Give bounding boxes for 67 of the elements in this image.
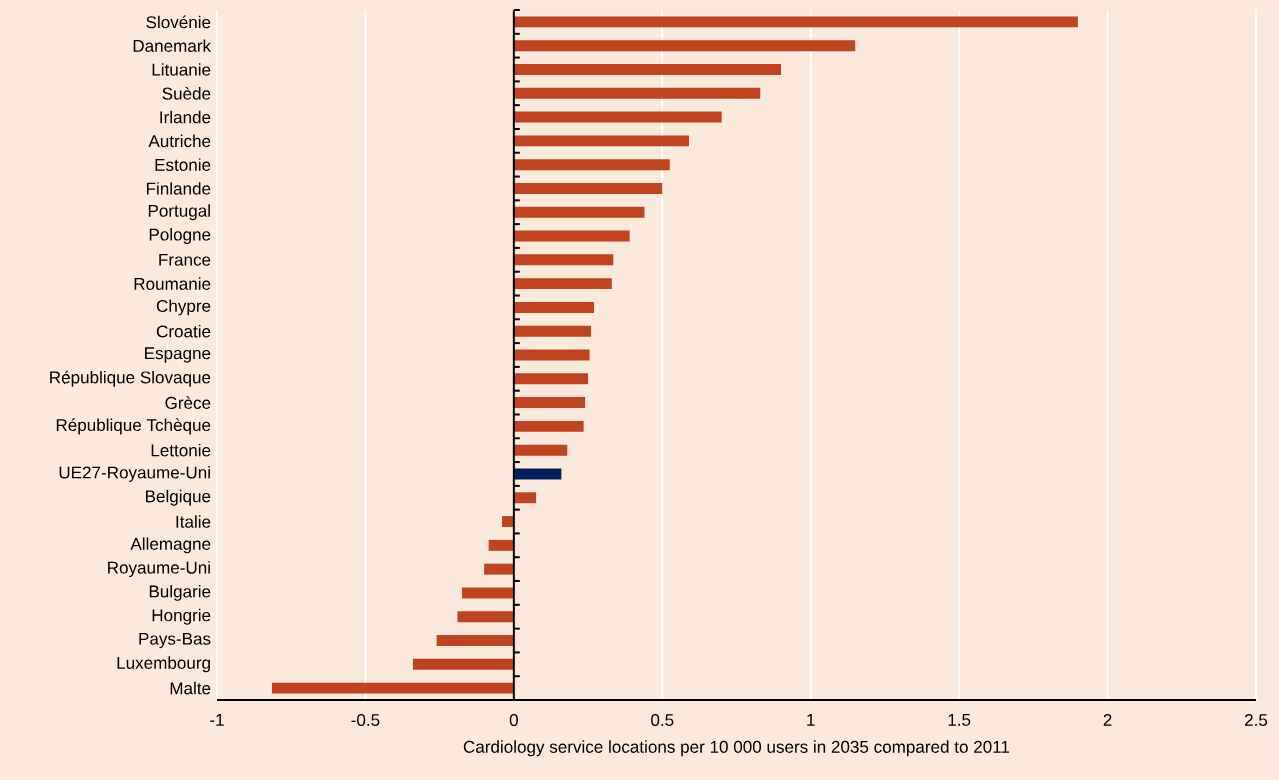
y-tick-label: Irlande — [160, 110, 211, 124]
bar — [436, 635, 514, 646]
y-tick-label: Bulgarie — [149, 584, 211, 601]
bar — [513, 230, 630, 242]
y-tick-label: Croatie — [156, 324, 211, 338]
y-tick-label: Espagne — [145, 347, 211, 363]
bar — [513, 159, 670, 171]
y-tick-label: UE27-Royaume-Uni — [59, 466, 210, 482]
bar — [513, 468, 562, 480]
y-tick-label: Suède — [162, 86, 211, 100]
bar — [457, 611, 514, 623]
bar — [513, 349, 590, 361]
bar — [513, 254, 614, 266]
y-tick-label: Estonie — [155, 158, 211, 171]
y-tick-label: Belgique — [146, 489, 211, 506]
y-tick-label: République Tchèque — [56, 418, 211, 435]
x-tick-label: 0.5 — [651, 713, 674, 727]
bar — [501, 516, 514, 528]
y-tick-label: Portugal — [148, 204, 210, 221]
bar — [488, 539, 514, 551]
bar — [513, 87, 761, 99]
bar — [513, 16, 1078, 28]
bar — [513, 135, 689, 147]
x-tick-label: 2.5 — [1245, 713, 1268, 727]
y-tick-label: Roumanie — [134, 277, 211, 290]
x-tick-label: 2 — [1103, 713, 1112, 726]
bar — [513, 206, 645, 218]
bar — [461, 587, 514, 599]
y-tick-label: Pologne — [149, 228, 211, 244]
y-tick-label: Slovénie — [146, 15, 211, 29]
bar — [412, 658, 514, 670]
x-tick-label: -1 — [210, 713, 224, 726]
y-tick-label: Danemark — [133, 39, 212, 52]
bar — [484, 563, 514, 575]
y-tick-label: Luxembourg — [117, 656, 210, 673]
y-tick-label: France — [159, 253, 211, 266]
bar — [513, 325, 592, 337]
bar — [513, 111, 722, 123]
y-tick-label: Chypre — [156, 299, 211, 316]
y-tick-label: Lettonie — [151, 443, 211, 457]
y-tick-label: Lituanie — [152, 63, 211, 76]
y-tick-label: Pays-Bas — [139, 632, 211, 649]
x-tick-label: 1 — [807, 713, 815, 726]
bar — [513, 397, 586, 409]
y-tick-label: Malte — [170, 681, 211, 695]
y-tick-label: Allemagne — [130, 537, 211, 554]
bar — [513, 182, 663, 194]
y-tick-label: Italie — [176, 515, 211, 528]
bar — [513, 64, 782, 75]
bar — [513, 40, 856, 52]
y-tick-label: Finlande — [146, 182, 211, 195]
y-tick-label: Grèce — [165, 396, 211, 409]
y-tick-label: Royaume-Uni — [108, 561, 210, 578]
x-axis-title: Cardiology service locations per 10 000 users in 2035 compared to 2011 — [463, 740, 1010, 757]
bar — [513, 492, 537, 504]
y-tick-label: Autriche — [148, 134, 211, 148]
y-tick-label: Hongrie — [152, 608, 211, 625]
bar — [513, 373, 589, 385]
bar — [513, 420, 584, 432]
x-tick-label: 0 — [509, 713, 518, 727]
bar — [513, 301, 595, 313]
bar — [271, 682, 514, 694]
bar — [513, 278, 612, 290]
bar — [513, 444, 568, 456]
x-tick-label: -0.5 — [351, 713, 380, 727]
y-tick-label: République Slovaque — [50, 370, 211, 387]
x-tick-label: 1.5 — [948, 713, 971, 726]
